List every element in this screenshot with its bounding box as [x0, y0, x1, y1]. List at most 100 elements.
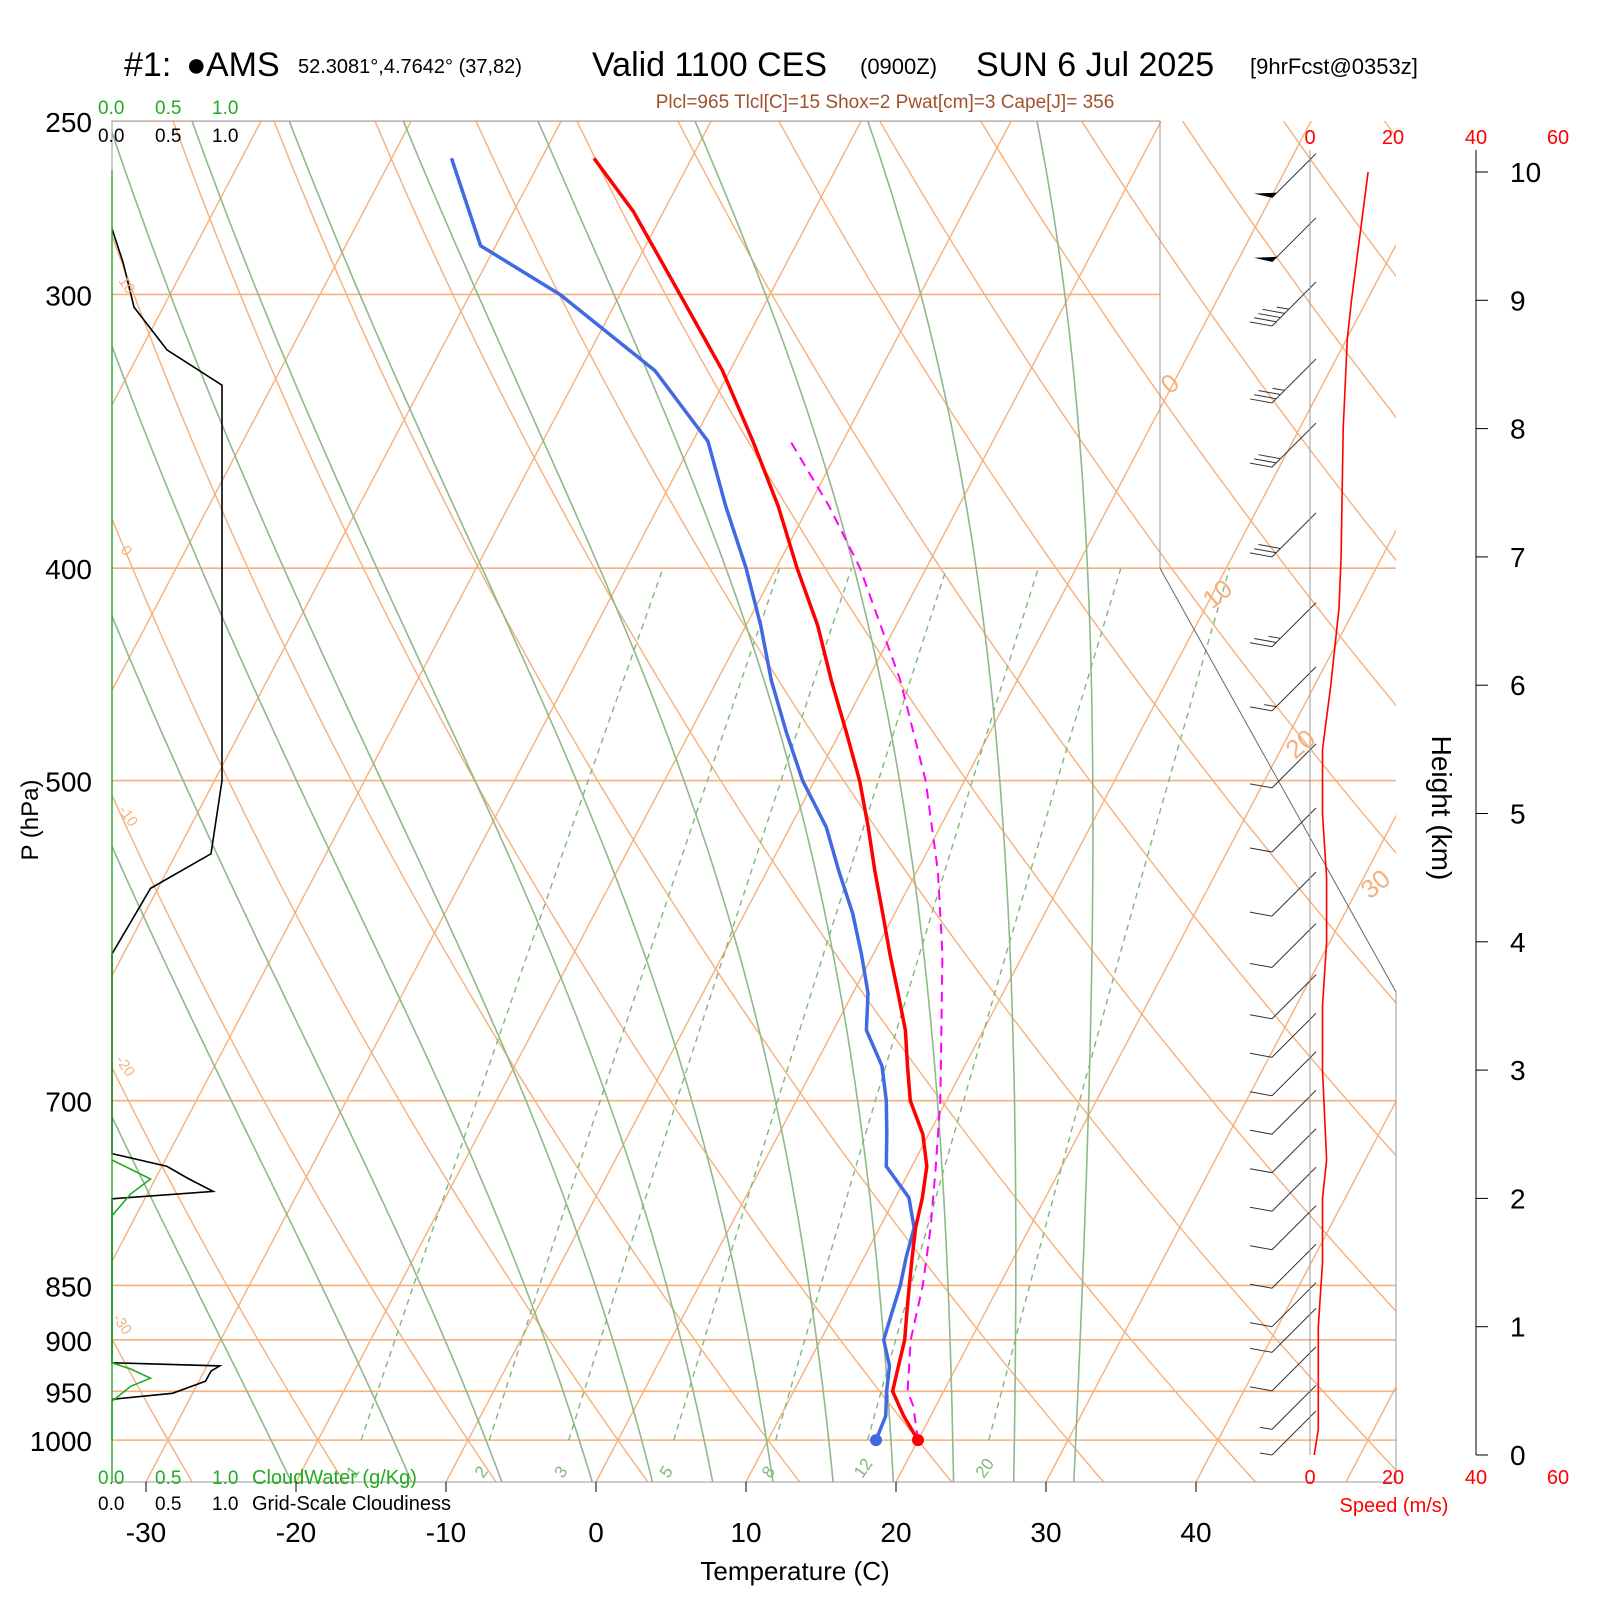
- wind-barb: [1249, 1243, 1317, 1289]
- mixing-ratio-line: [673, 567, 948, 1441]
- mixing-ratio-label: 12: [850, 1455, 876, 1481]
- wind-barb: [1249, 1012, 1317, 1058]
- cloudiness-tick-top: 1.0: [212, 126, 238, 147]
- mixing-ratio-label: 5: [656, 1463, 677, 1482]
- moist-adiabat: [112, 614, 503, 1482]
- wind-barb: [1249, 1128, 1317, 1174]
- station-coords: 52.3081°,4.7642° (37,82): [298, 56, 522, 78]
- height-tick-label: 1: [1510, 1312, 1526, 1343]
- cloudwater-label: CloudWater (g/Kg): [252, 1467, 417, 1489]
- dry-adiabat: [1383, 121, 1396, 138]
- diagram-lines: [112, 121, 1600, 1487]
- isotherm-label: 10: [1197, 573, 1238, 615]
- pressure-tick-label: 850: [45, 1271, 92, 1302]
- isotherm-line: [1045, 814, 1396, 1482]
- height-tick-label: 6: [1510, 670, 1526, 701]
- height-tick-label: 3: [1510, 1055, 1526, 1086]
- wind-barb: [1259, 1384, 1317, 1430]
- speed-tick-bottom: 60: [1547, 1467, 1569, 1489]
- mixing-ratio-label: 3: [551, 1463, 572, 1482]
- isotherm-line: [112, 121, 712, 1263]
- mixing-ratio-line: [866, 567, 1122, 1441]
- dry-adiabat: [1081, 121, 1396, 562]
- surface-dewpoint-dot: [870, 1434, 882, 1447]
- moist-adiabat: [537, 121, 895, 1482]
- isotherm-line: [1345, 1385, 1396, 1482]
- wind-barb: [1249, 923, 1317, 968]
- speed-tick-top: 60: [1547, 127, 1569, 149]
- wind-barb: [1249, 1166, 1317, 1212]
- isotherm-line: [112, 121, 562, 978]
- moist-adiabat: [402, 121, 835, 1482]
- dry-adiabat: [172, 121, 953, 1482]
- pressure-tick-label: 500: [45, 767, 92, 798]
- background-lines: [111, 120, 1600, 1487]
- pressure-tick-label: 900: [45, 1326, 92, 1357]
- speed-tick-top: 0: [1304, 127, 1315, 149]
- wind-barb: [1249, 1205, 1317, 1251]
- speed-axis-label: Speed (m/s): [1340, 1495, 1449, 1517]
- moist-adiabat: [112, 343, 594, 1482]
- mixing-ratio-line: [360, 567, 664, 1441]
- cloudwater-tick-bottom: 1.0: [212, 1468, 238, 1489]
- wind-barb: [1249, 512, 1317, 558]
- cloudiness-tick-bottom: 1.0: [212, 1494, 238, 1515]
- valid-zulu: (0900Z): [860, 54, 938, 79]
- wind-barb: [1249, 743, 1317, 789]
- wind-barb: [1249, 602, 1317, 648]
- moist-adiabat: [1036, 121, 1094, 1482]
- cloudwater-tick-bottom: 0.5: [155, 1468, 181, 1489]
- cloudwater-profile: [111, 1159, 153, 1441]
- wind-barb: [1249, 358, 1317, 404]
- dry-adiabat: [112, 793, 497, 1482]
- dry-adiabat: [273, 121, 1105, 1482]
- x-tick-label: -30: [126, 1517, 166, 1548]
- moist-adiabat: [112, 1115, 293, 1482]
- x-tick-label: 0: [588, 1517, 604, 1548]
- dry-adiabat: [112, 517, 649, 1482]
- dry-adiabat-label: 0: [117, 543, 136, 560]
- cloudiness-tick-top: 0.0: [98, 126, 124, 147]
- profiles: [449, 157, 944, 1447]
- cloudwater-tick-bottom: 0.0: [98, 1468, 124, 1489]
- dry-adiabat: [879, 121, 1396, 854]
- moist-adiabat: [867, 121, 1017, 1482]
- dry-adiabat: [112, 1337, 193, 1482]
- wind-barb: [1249, 871, 1317, 917]
- surface-temperature-dot: [912, 1434, 924, 1447]
- y-axis-label: P (hPa): [17, 780, 44, 861]
- wind-speed-profile: [1313, 171, 1369, 1456]
- height-tick-label: 5: [1510, 799, 1526, 830]
- isotherm-label: 30: [1355, 863, 1396, 905]
- cloudwater-tick-top: 0.0: [98, 98, 124, 119]
- wind-barb: [1249, 974, 1317, 1020]
- valid-time: Valid 1100 CES: [592, 46, 827, 84]
- station-name: AMS: [206, 46, 280, 84]
- station-id: #1:: [124, 46, 172, 84]
- pressure-tick-label: 250: [45, 107, 92, 138]
- speed-tick-bottom: 40: [1465, 1467, 1487, 1489]
- side-panels: [111, 150, 1488, 1482]
- stability-indices: Plcl=965 Tlcl[C]=15 Shox=2 Pwat[cm]=3 Ca…: [655, 92, 1115, 113]
- valid-date: SUN 6 Jul 2025: [976, 46, 1215, 84]
- dry-adiabat-label: 10: [115, 274, 138, 297]
- mixing-ratio-line: [488, 567, 781, 1441]
- wind-barb: [1254, 217, 1317, 263]
- dry-adiabat: [778, 121, 1396, 1004]
- speed-tick-top: 40: [1465, 127, 1487, 149]
- forecast-info: [9hrFcst@0353z]: [1250, 54, 1418, 79]
- mixing-ratio-label: 2: [471, 1463, 492, 1482]
- dry-adiabat: [1485, 121, 1600, 1487]
- dry-adiabat: [112, 233, 801, 1482]
- wind-barb: [1249, 1308, 1317, 1353]
- dry-adiabat: [475, 121, 1396, 1472]
- wind-barb: [1254, 153, 1317, 199]
- pressure-tick-label: 400: [45, 554, 92, 585]
- speed-tick-top: 20: [1382, 127, 1404, 149]
- x-axis-label: Temperature (C): [700, 1556, 889, 1586]
- pressure-tick-label: 300: [45, 280, 92, 311]
- height-tick-label: 4: [1510, 927, 1526, 958]
- isotherm-line: [145, 121, 862, 1482]
- height-tick-label: 9: [1510, 285, 1526, 316]
